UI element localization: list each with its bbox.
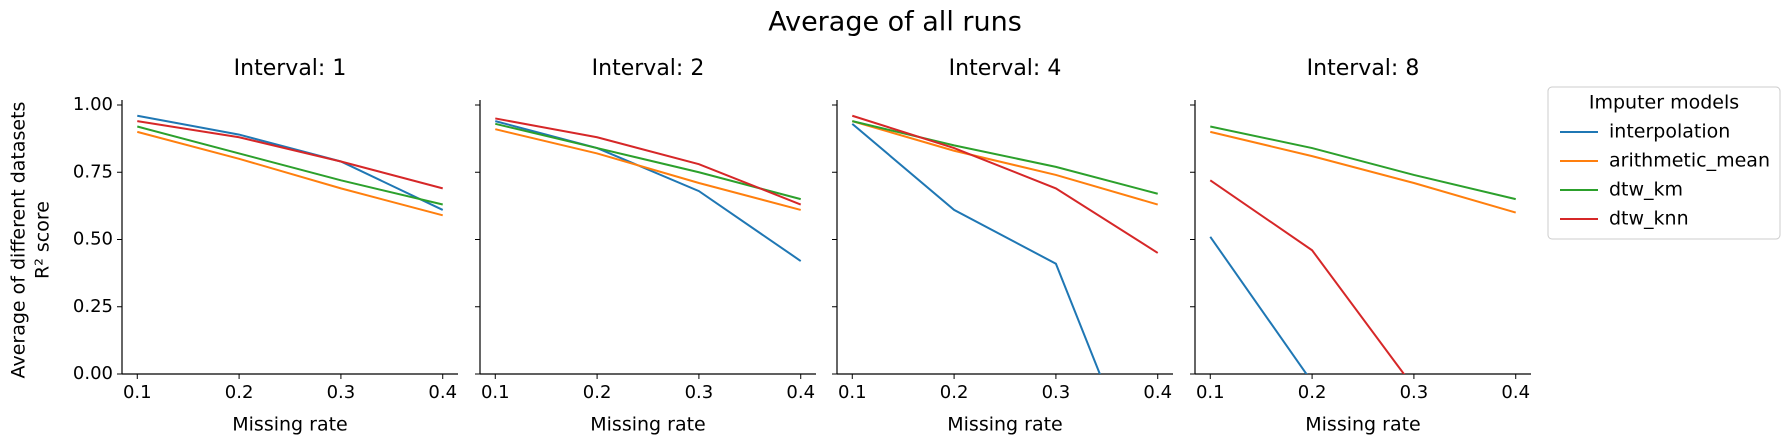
panel-title: Interval: 1 [234, 56, 347, 81]
data-line [495, 128, 801, 211]
data-line [137, 120, 443, 190]
legend-title: Imputer models [1589, 92, 1739, 114]
x-tick-label: 0.1 [481, 382, 510, 403]
y-axis-label: R² score [32, 201, 54, 279]
data-line [851, 123, 1101, 374]
x-tick-label: 0.1 [1196, 382, 1225, 403]
x-axis-label: Missing rate [590, 414, 705, 436]
legend-label: dtw_knn [1609, 208, 1689, 230]
figure-title: Average of all runs [768, 7, 1022, 38]
x-tick-label: 0.2 [940, 382, 969, 403]
data-line [137, 130, 443, 217]
x-tick-label: 0.4 [1501, 382, 1530, 403]
x-axis-label: Missing rate [232, 414, 347, 436]
data-line [851, 120, 1159, 206]
data-line [1210, 130, 1517, 214]
y-tick-label: 1.00 [73, 94, 113, 115]
x-tick-label: 0.4 [428, 382, 457, 403]
data-line [495, 117, 802, 206]
x-tick-label: 0.3 [1400, 382, 1429, 403]
data-line [851, 114, 1159, 254]
plot-area [495, 117, 802, 262]
legend-label: dtw_km [1609, 179, 1683, 201]
x-tick-label: 0.1 [123, 382, 152, 403]
data-line [495, 120, 802, 262]
legend-label: interpolation [1609, 121, 1730, 143]
x-tick-label: 0.1 [838, 382, 867, 403]
y-tick-label: 0.50 [73, 229, 113, 250]
panel-title: Interval: 2 [592, 56, 705, 81]
y-tick-label: 0.25 [73, 296, 113, 317]
data-line [137, 125, 443, 206]
x-tick-label: 0.4 [1143, 382, 1172, 403]
legend-box [1547, 86, 1781, 240]
x-tick-label: 0.2 [225, 382, 254, 403]
y-tick-label: 0.00 [73, 363, 113, 384]
x-tick-label: 0.3 [327, 382, 356, 403]
x-tick-label: 0.3 [1042, 382, 1071, 403]
y-axis-label: Average of different datasets [8, 102, 30, 379]
data-line [495, 122, 801, 201]
x-axis-label: Missing rate [947, 414, 1062, 436]
x-tick-label: 0.2 [1298, 382, 1327, 403]
data-line [137, 114, 444, 211]
x-tick-label: 0.2 [583, 382, 612, 403]
panel-title: Interval: 8 [1307, 56, 1420, 81]
x-tick-label: 0.4 [786, 382, 815, 403]
data-line [1209, 179, 1406, 374]
legend-label: arithmetic_mean [1609, 150, 1770, 172]
plot-area [1209, 125, 1517, 374]
data-line [1210, 125, 1516, 201]
plot-area [851, 114, 1159, 374]
x-axis-label: Missing rate [1305, 414, 1420, 436]
plot-area [137, 114, 444, 217]
panel-title: Interval: 4 [949, 56, 1062, 81]
data-line [852, 120, 1158, 195]
y-tick-label: 0.75 [73, 161, 113, 182]
x-tick-label: 0.3 [685, 382, 714, 403]
data-line [1209, 236, 1308, 374]
